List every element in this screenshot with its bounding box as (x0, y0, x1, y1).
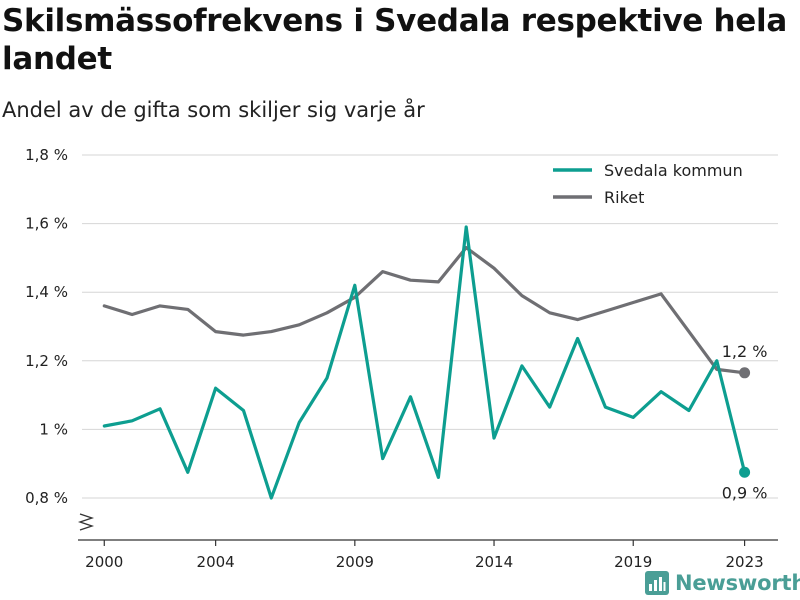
x-tick-label: 2023 (725, 553, 763, 571)
legend-label: Svedala kommun (604, 161, 743, 180)
newsworthy-logo: Newsworthy (645, 568, 800, 598)
legend-label: Riket (604, 188, 644, 207)
x-tick-label: 2009 (336, 553, 374, 571)
chart-title: Skilsmässofrekvens i Svedala respektive … (2, 3, 787, 77)
end-label-riket: 1,2 % (722, 342, 768, 361)
x-tick-label: 2000 (85, 553, 123, 571)
newsworthy-logo-icon (645, 571, 669, 595)
x-tick-label: 2019 (614, 553, 652, 571)
y-tick-label: 1 % (39, 420, 68, 438)
axis-break-icon (77, 513, 95, 531)
x-tick-label: 2014 (475, 553, 513, 571)
series-line-svedala (102, 225, 747, 500)
x-tick-label: 2004 (197, 553, 235, 571)
y-tick-label: 1,4 % (25, 283, 68, 301)
newsworthy-logo-text: Newsworthy (675, 571, 800, 595)
end-label-svedala: 0,9 % (722, 483, 768, 502)
y-tick-label: 1,6 % (25, 215, 68, 233)
chart-subtitle: Andel av de gifta som skiljer sig varje … (2, 98, 425, 122)
y-tick-label: 0,8 % (25, 489, 68, 507)
y-tick-label: 1,8 % (25, 146, 68, 164)
y-tick-label: 1,2 % (25, 352, 68, 370)
series-end-point-svedala (739, 466, 751, 478)
series-end-point-riket (739, 367, 751, 379)
series-line-riket (102, 246, 747, 375)
